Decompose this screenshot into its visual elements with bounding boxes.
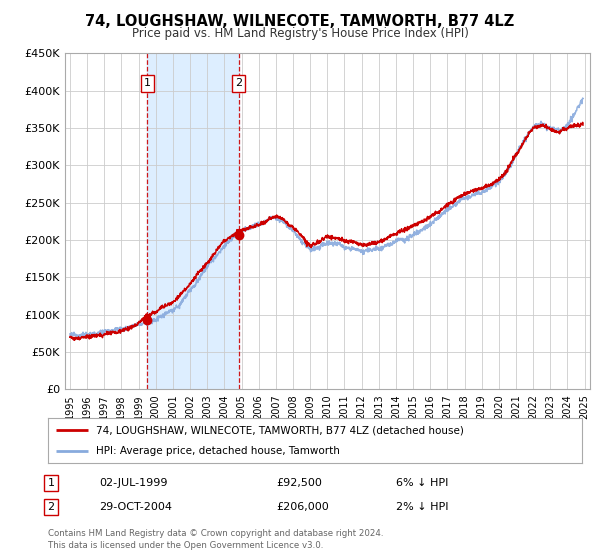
Text: 1: 1	[143, 78, 151, 88]
Point	[234, 231, 244, 240]
Text: 02-JUL-1999: 02-JUL-1999	[99, 478, 167, 488]
Text: 2: 2	[235, 78, 242, 88]
Bar	[147, 53, 239, 389]
Text: 2% ↓ HPI: 2% ↓ HPI	[396, 502, 449, 512]
Text: HPI: Average price, detached house, Tamworth: HPI: Average price, detached house, Tamw…	[96, 446, 340, 456]
Text: Contains HM Land Registry data © Crown copyright and database right 2024.
This d: Contains HM Land Registry data © Crown c…	[48, 529, 383, 550]
Text: 29-OCT-2004: 29-OCT-2004	[99, 502, 172, 512]
Text: Price paid vs. HM Land Registry's House Price Index (HPI): Price paid vs. HM Land Registry's House …	[131, 27, 469, 40]
Text: 74, LOUGHSHAW, WILNECOTE, TAMWORTH, B77 4LZ: 74, LOUGHSHAW, WILNECOTE, TAMWORTH, B77 …	[85, 14, 515, 29]
Text: £206,000: £206,000	[276, 502, 329, 512]
Text: 6% ↓ HPI: 6% ↓ HPI	[396, 478, 448, 488]
Text: £92,500: £92,500	[276, 478, 322, 488]
Point	[142, 316, 152, 325]
Text: 2: 2	[47, 502, 55, 512]
Text: 1: 1	[47, 478, 55, 488]
Text: 74, LOUGHSHAW, WILNECOTE, TAMWORTH, B77 4LZ (detached house): 74, LOUGHSHAW, WILNECOTE, TAMWORTH, B77 …	[96, 426, 464, 436]
